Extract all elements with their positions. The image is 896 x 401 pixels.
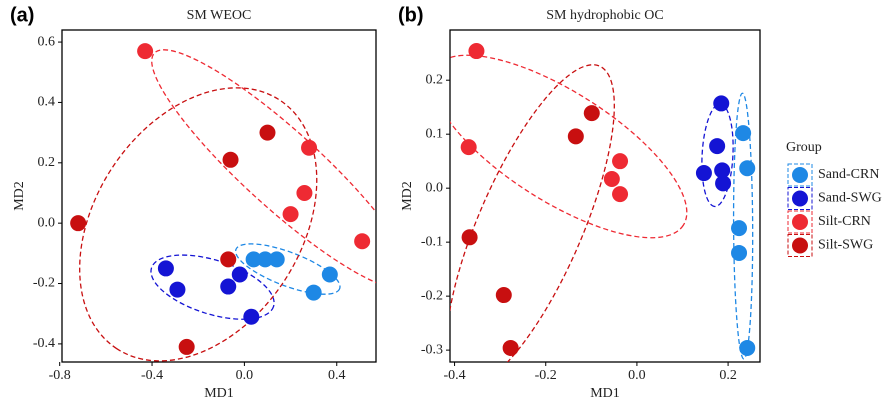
chart-title: SM WEOC <box>187 8 252 23</box>
data-point <box>713 95 730 112</box>
x-tick-label: -0.4 <box>443 368 465 383</box>
data-point <box>169 281 186 298</box>
chart-title: SM hydrophobic OC <box>546 8 663 23</box>
x-tick-label: -0.4 <box>141 368 163 383</box>
data-point <box>282 206 299 223</box>
data-point <box>222 151 239 168</box>
x-tick-label: -0.2 <box>535 368 557 383</box>
y-tick-label: 0.1 <box>426 126 444 141</box>
y-tick-label: 0.2 <box>426 72 444 87</box>
data-point <box>695 165 712 182</box>
x-axis-label: MD1 <box>590 386 620 401</box>
y-tick-label: 0.2 <box>38 155 56 170</box>
x-tick-label: -0.8 <box>49 368 71 383</box>
data-point <box>567 128 584 145</box>
y-tick-label: -0.4 <box>33 336 55 351</box>
group-ellipse <box>151 49 376 290</box>
plot-area <box>70 43 376 362</box>
data-point <box>461 229 478 246</box>
data-point <box>70 215 87 232</box>
data-point <box>259 124 276 141</box>
group-ellipse <box>79 87 318 362</box>
data-point <box>468 43 485 60</box>
group-ellipse <box>732 92 754 360</box>
group-ellipse <box>450 54 688 239</box>
legend-label: Silt-CRN <box>818 214 871 229</box>
legend-marker <box>792 214 808 230</box>
panel-label: (a) <box>10 4 34 26</box>
data-point <box>709 138 726 155</box>
legend-marker <box>792 237 808 254</box>
x-tick-label: 0.0 <box>628 368 646 383</box>
x-tick-label: 0.2 <box>719 368 737 383</box>
data-point <box>220 278 237 295</box>
data-point <box>612 186 629 203</box>
data-point <box>354 233 371 250</box>
y-tick-label: 0.4 <box>38 95 56 110</box>
data-point <box>731 244 748 261</box>
legend-label: Sand-SWG <box>818 191 882 206</box>
data-point <box>137 43 154 60</box>
data-point <box>739 339 756 356</box>
legend-label: Sand-CRN <box>818 167 879 182</box>
data-point <box>603 170 620 187</box>
data-point <box>220 251 237 268</box>
data-point <box>321 266 338 283</box>
plot-frame <box>449 29 761 363</box>
panel-label: (b) <box>398 4 424 26</box>
plot-area <box>450 43 756 362</box>
data-point <box>231 266 248 283</box>
data-point <box>583 105 600 122</box>
data-point <box>460 139 477 156</box>
x-tick-label: 0.4 <box>328 368 346 383</box>
y-axis-label: MD2 <box>400 181 415 211</box>
legend-marker <box>792 167 808 183</box>
data-point <box>495 287 512 304</box>
plot-frame <box>61 29 377 363</box>
y-tick-label: -0.3 <box>421 342 443 357</box>
group-ellipse <box>150 254 275 320</box>
data-point <box>178 338 195 355</box>
data-point <box>612 153 629 170</box>
group-ellipse <box>450 64 615 362</box>
x-tick-label: 0.0 <box>236 368 254 383</box>
data-point <box>296 184 313 201</box>
data-point <box>157 260 174 277</box>
data-point <box>714 162 731 179</box>
data-point <box>735 125 752 142</box>
y-tick-label: 0.0 <box>38 215 56 230</box>
y-axis-label: MD2 <box>12 181 27 211</box>
y-tick-label: -0.2 <box>33 276 55 291</box>
data-point <box>305 284 322 301</box>
legend-label: Silt-SWG <box>818 238 873 253</box>
data-point <box>257 251 274 268</box>
y-tick-label: -0.1 <box>421 234 443 249</box>
y-tick-label: 0.6 <box>38 34 56 49</box>
group-ellipse <box>701 103 734 208</box>
data-point <box>731 220 748 237</box>
data-point <box>715 175 732 192</box>
data-point <box>502 339 519 356</box>
data-point <box>245 251 262 268</box>
y-tick-label: -0.2 <box>421 288 443 303</box>
y-tick-label: 0.0 <box>426 180 444 195</box>
legend-marker <box>792 190 808 207</box>
x-axis-label: MD1 <box>204 386 234 401</box>
data-point <box>739 160 756 177</box>
data-point <box>268 251 285 268</box>
legend-title: Group <box>786 140 822 155</box>
data-point <box>301 139 318 156</box>
data-point <box>243 308 260 325</box>
